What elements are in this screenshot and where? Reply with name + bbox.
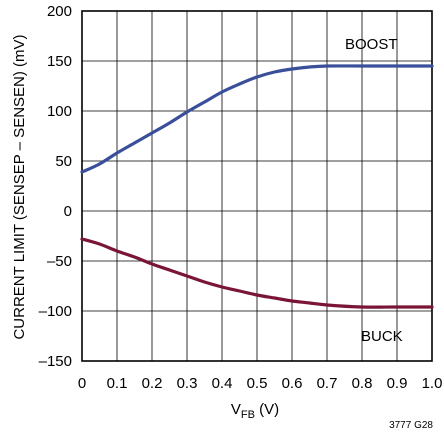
x-tick-labels: 0 0.1 0.2 0.3 0.4 0.5 0.6 0.7 0.8 0.9 1.0 [78, 375, 443, 392]
series-layer [80, 64, 434, 309]
x-tick-label: 0.2 [142, 375, 163, 392]
x-tick-label: 0.1 [107, 375, 128, 392]
plot-frame [81, 10, 433, 362]
x-tick-label: 0.7 [317, 375, 338, 392]
y-tick-label: –150 [39, 353, 72, 370]
x-tick-label: 0.6 [282, 375, 303, 392]
x-tick-label: 0.5 [247, 375, 268, 392]
series-label-boost: BOOST [345, 36, 398, 53]
x-tick-label: 0.4 [212, 375, 233, 392]
x-axis-label-unit: (V) [255, 401, 279, 418]
x-axis-label: VFB (V) [231, 401, 279, 421]
x-axis-label-main: V [231, 401, 241, 418]
y-tick-label: –100 [39, 303, 72, 320]
y-tick-label: 200 [47, 3, 72, 20]
y-tick-label: 0 [64, 203, 72, 220]
x-tick-label: 0.9 [387, 375, 408, 392]
series-line-buck [80, 237, 434, 309]
x-tick-label: 0.3 [177, 375, 198, 392]
y-tick-labels: –150 –100 –50 0 50 100 150 200 [39, 3, 72, 370]
x-axis-label-subscript: FB [241, 409, 255, 421]
y-axis-label: CURRENT LIMIT (SENSEP – SENSEN) (mV) [11, 34, 28, 339]
series-label-buck: BUCK [361, 328, 403, 345]
y-axis-label-text: CURRENT LIMIT (SENSEP – SENSEN) (mV) [11, 34, 28, 339]
y-tick-label: –50 [47, 253, 72, 270]
x-tick-label: 0.8 [352, 375, 373, 392]
y-tick-label: 50 [55, 153, 72, 170]
y-tick-label: 150 [47, 53, 72, 70]
x-tick-label: 0 [78, 375, 86, 392]
figure-id: 3777 G28 [389, 420, 433, 431]
series-line-boost [80, 64, 434, 174]
x-tick-label: 1.0 [422, 375, 443, 392]
y-tick-label: 100 [47, 103, 72, 120]
